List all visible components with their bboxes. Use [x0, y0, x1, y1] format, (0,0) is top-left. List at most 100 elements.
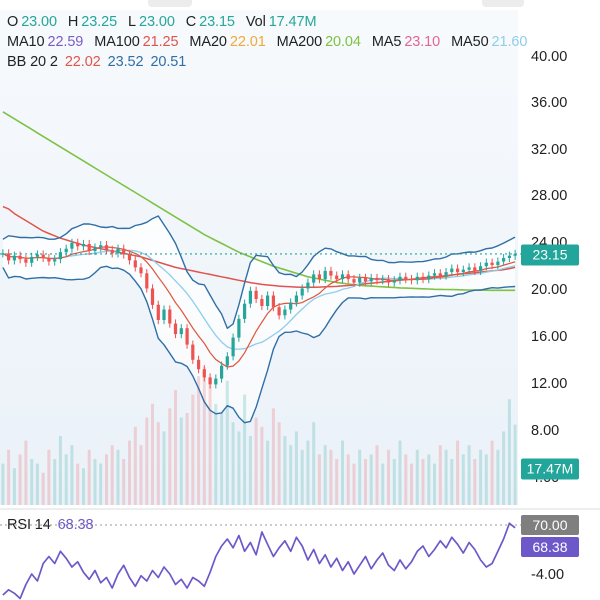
- volume-label: Vol: [245, 14, 266, 30]
- candle-body: [260, 299, 264, 306]
- volume-bar: [191, 394, 195, 505]
- candle-body: [363, 277, 368, 282]
- ma200-value: 20.04: [325, 34, 361, 50]
- ma50-label: MA50: [451, 34, 489, 50]
- ma20-label: MA20: [189, 34, 227, 50]
- volume-bar: [197, 376, 201, 505]
- top-tab-right[interactable]: [482, 0, 524, 7]
- bb-lower-value: 20.51: [150, 54, 187, 70]
- price-tick-16: 16.00: [531, 329, 568, 345]
- candle-body: [122, 248, 126, 255]
- volume-bar: [174, 390, 177, 505]
- volume-bar: [1, 463, 5, 505]
- candle-body: [225, 356, 229, 366]
- candle-body: [139, 267, 143, 274]
- volume-bar: [496, 449, 500, 505]
- bollinger-band-fill: [2, 216, 516, 423]
- candle-body: [47, 258, 51, 262]
- candle-body: [490, 262, 494, 265]
- candle-body: [289, 302, 293, 310]
- volume-bar: [220, 413, 224, 505]
- bb-label: BB 20 2: [7, 54, 58, 70]
- volume-bar: [294, 431, 298, 505]
- volume-bar: [341, 440, 344, 505]
- volume-bar: [467, 445, 471, 505]
- candle-body: [484, 262, 488, 267]
- candle-body: [127, 254, 132, 261]
- volume-bar: [30, 459, 34, 505]
- high-label: H: [67, 14, 79, 30]
- volume-bar: [12, 468, 16, 505]
- volume-bar: [243, 394, 247, 505]
- candle-body: [271, 295, 275, 308]
- volume-bar: [507, 399, 511, 505]
- volume-bar: [58, 436, 62, 505]
- price-tick-40: 40.00: [531, 49, 568, 65]
- candle-body: [70, 242, 74, 249]
- volume-bar: [133, 426, 137, 505]
- candle-body: [398, 276, 402, 281]
- candle-body: [76, 242, 80, 247]
- candle-body: [41, 254, 45, 258]
- low-value: 23.00: [139, 14, 175, 30]
- ma200-label: MA200: [276, 34, 323, 50]
- candle-body: [30, 256, 34, 263]
- candle-body: [12, 255, 16, 261]
- volume-bar: [237, 431, 241, 505]
- volume-bar: [433, 463, 436, 505]
- volume-bar: [502, 431, 506, 505]
- volume-bar: [317, 454, 321, 505]
- candle-body: [479, 266, 483, 271]
- close-label: C: [185, 14, 197, 30]
- candle-body: [243, 303, 247, 319]
- rsi-value: 68.38: [57, 517, 94, 533]
- candle-body: [53, 259, 57, 262]
- open-label: O: [7, 14, 19, 30]
- candle-body: [283, 309, 287, 316]
- candle-body: [335, 275, 339, 280]
- volume-bar: [93, 459, 97, 505]
- volume-bar: [410, 463, 413, 505]
- candle-body: [156, 304, 160, 320]
- close-value: 23.15: [199, 14, 235, 30]
- candle-body: [185, 328, 189, 345]
- candle-body: [306, 282, 310, 289]
- open-value: 23.00: [21, 14, 57, 30]
- volume-bar: [404, 454, 408, 505]
- candle-body: [237, 318, 241, 338]
- candle-body: [312, 274, 316, 283]
- price-tick-8: 8.00: [531, 423, 560, 439]
- candle-body: [179, 328, 183, 335]
- volume-bar: [444, 449, 448, 505]
- volume-bar: [352, 463, 356, 505]
- volume-bar: [162, 431, 166, 505]
- volume-bar: [35, 463, 39, 505]
- top-tab-left[interactable]: [148, 0, 192, 7]
- volume-bar: [392, 459, 396, 505]
- ma100-label: MA100: [94, 34, 140, 50]
- candle-body: [392, 280, 396, 283]
- candle-body: [507, 255, 511, 258]
- volume-bar: [438, 445, 442, 505]
- candle-body: [300, 288, 304, 296]
- candle-body: [404, 276, 408, 280]
- candle-body: [438, 273, 442, 276]
- ma5-value: 23.10: [404, 34, 441, 50]
- candle-body: [197, 359, 201, 370]
- volume-value: 17.47M: [268, 14, 317, 30]
- candle-body: [502, 258, 506, 262]
- volume-bar: [323, 445, 327, 505]
- ma100-value: 21.25: [142, 34, 179, 50]
- volume-bar: [179, 417, 183, 505]
- volume-bar: [208, 385, 212, 505]
- candle-body: [162, 309, 166, 320]
- ma50-value: 21.60: [491, 34, 528, 50]
- current-price-badge: 23.15: [521, 244, 579, 266]
- ma200-line: [2, 111, 516, 292]
- volume-bar: [461, 454, 465, 505]
- rsi-value-badge: 68.38: [521, 537, 579, 557]
- volume-bar: [248, 436, 252, 505]
- candle-body: [323, 270, 327, 280]
- volume-bar: [473, 459, 477, 505]
